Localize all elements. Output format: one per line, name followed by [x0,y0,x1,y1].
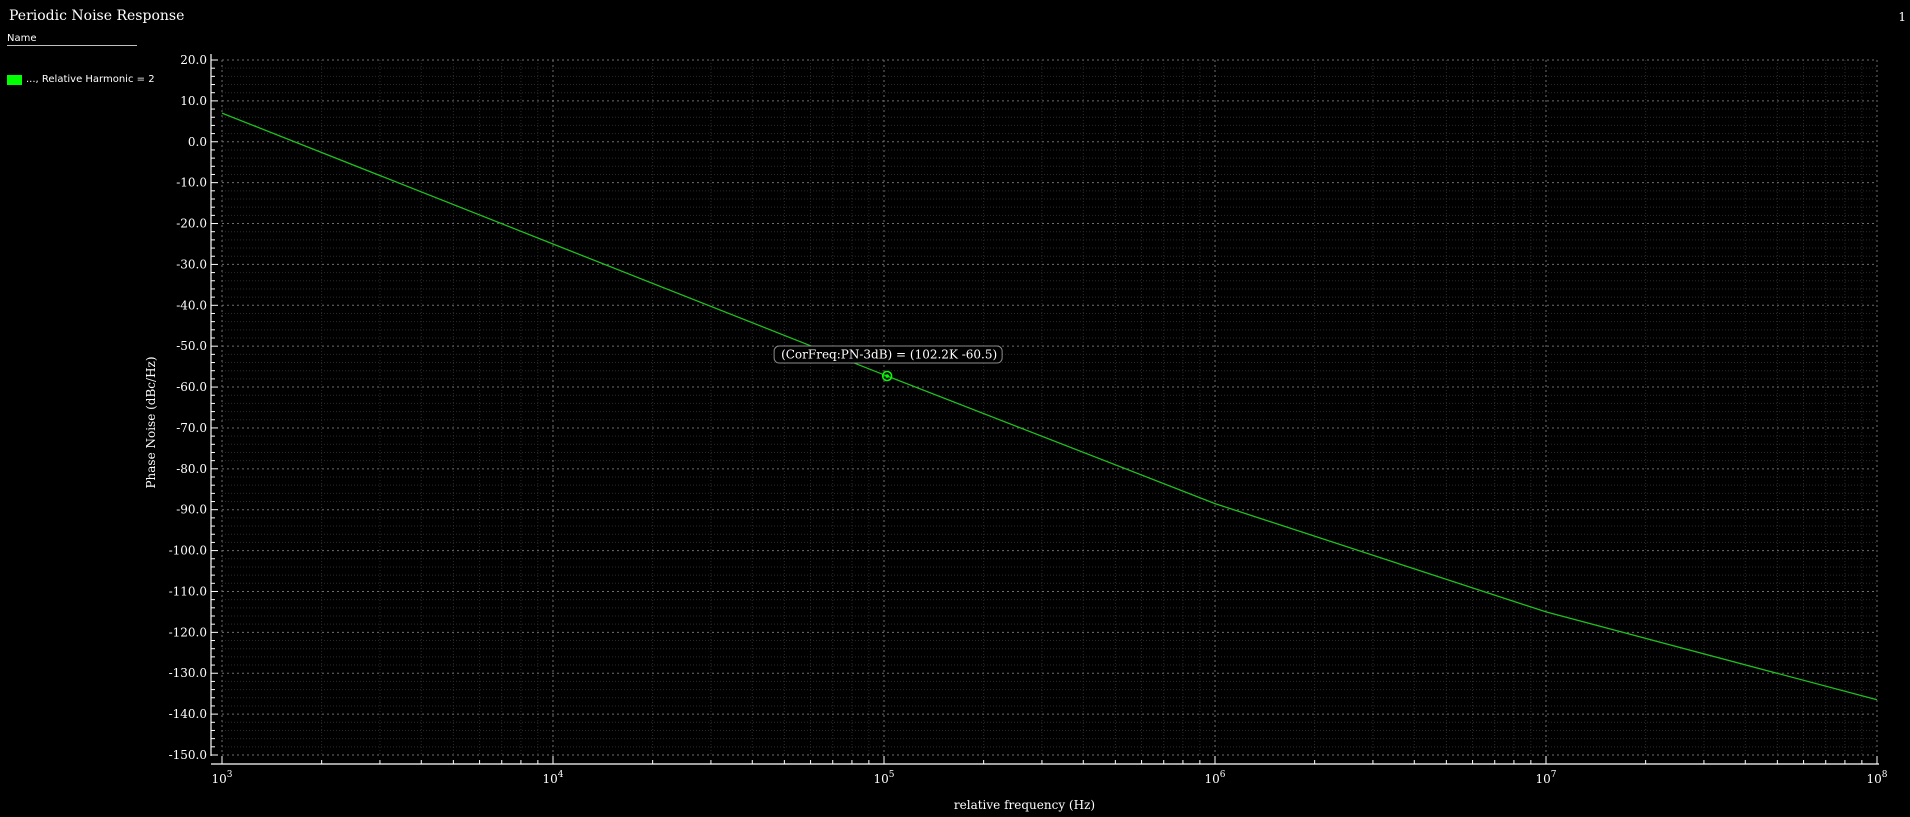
marker-point[interactable] [881,370,893,382]
x-tick-label: 106 [1204,770,1225,786]
legend-header: Name [7,33,137,46]
y-tick-label: -50.0 [176,339,207,353]
y-tick-label: -130.0 [169,666,207,680]
series-line[interactable] [221,112,1878,701]
y-tick-label: -150.0 [169,748,207,762]
y-tick-label: 10.0 [180,94,207,108]
marker-label: (CorFreq:PN-3dB) = (102.2K -60.5) [781,348,997,362]
x-tick-label: 104 [542,770,563,786]
marker-dot [885,374,889,378]
marker-label-box [773,345,1003,364]
y-tick-label: -20.0 [176,217,207,231]
y-tick-label: -30.0 [176,257,207,271]
x-axis-label: relative frequency (Hz) [954,798,1095,812]
x-tick-label: 103 [211,770,232,786]
y-tick-label: -140.0 [169,707,207,721]
y-tick-label: -110.0 [169,584,207,598]
legend-item[interactable]: ..., Relative Harmonic = 2 [7,74,155,85]
y-tick-label: -120.0 [169,625,207,639]
legend-label: ..., Relative Harmonic = 2 [26,74,155,85]
y-tick-label: -40.0 [176,298,207,312]
y-tick-label: -100.0 [169,544,207,558]
x-tick-label: 108 [1866,770,1887,786]
y-tick-label: -90.0 [176,503,207,517]
y-tick-label: -70.0 [176,421,207,435]
y-tick-label: 0.0 [188,135,207,149]
y-tick-label: -10.0 [176,176,207,190]
y-tick-label: -60.0 [176,380,207,394]
y-tick-label: -80.0 [176,462,207,476]
x-tick-label: 107 [1535,770,1556,786]
y-tick-label: 20.0 [180,53,207,67]
x-tick-label: 105 [873,770,894,786]
page-number: 1 [1898,10,1906,24]
chart-title: Periodic Noise Response [9,8,185,24]
legend-swatch [7,74,22,85]
y-axis-label: Phase Noise (dBc/Hz) [144,356,158,488]
